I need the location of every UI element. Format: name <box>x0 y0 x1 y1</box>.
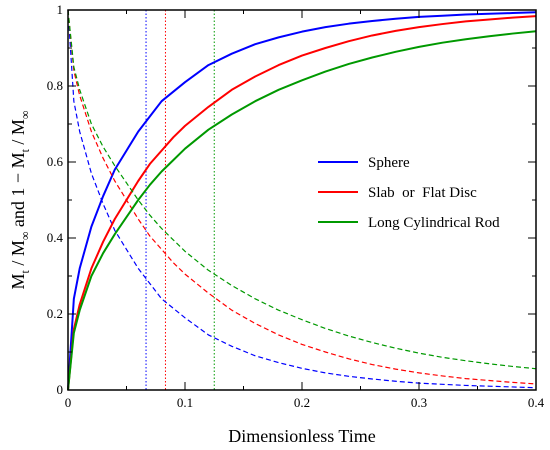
y-axis-title: Mt / M∞ and 1 − Mt / M∞ <box>8 110 32 289</box>
x-tick-label: 0.1 <box>177 395 193 410</box>
y-tick-label: 1 <box>57 2 64 17</box>
plot-lines <box>67 9 537 391</box>
x-tick-label: 0.2 <box>294 395 310 410</box>
series-line-sphere-solid <box>67 11 537 391</box>
y-tick-label: 0 <box>57 382 64 397</box>
y-tick-label: 0.2 <box>47 306 63 321</box>
y-axis-ticks: 0 0.2 0.4 0.6 0.8 1 <box>47 2 536 397</box>
y-tick-label: 0.4 <box>47 230 64 245</box>
x-axis-title: Dimensionless Time <box>228 426 376 446</box>
series-line-long-cylindrical-rod-solid <box>67 30 537 391</box>
legend-label: Long Cylindrical Rod <box>368 215 500 231</box>
series-line-slab-or-flat-disc-solid <box>67 15 537 391</box>
x-tick-label: 0 <box>65 395 72 410</box>
legend-label: Slab or Flat Disc <box>368 185 477 201</box>
series-line-slab-or-flat-disc-dashed <box>67 9 537 385</box>
y-tick-label: 0.6 <box>47 154 64 169</box>
legend-label: Sphere <box>368 155 410 171</box>
series-line-sphere-dashed <box>67 9 537 389</box>
x-tick-label: 0.4 <box>528 395 545 410</box>
y-tick-label: 0.8 <box>47 78 63 93</box>
x-tick-label: 0.3 <box>411 395 427 410</box>
legend: Sphere Slab or Flat Disc Long Cylindrical … <box>318 155 500 231</box>
y-axis-title-text: Mt / M∞ and 1 − Mt / M∞ <box>8 110 32 289</box>
x-axis-ticks: 0 0.1 0.2 0.3 0.4 <box>65 10 545 410</box>
